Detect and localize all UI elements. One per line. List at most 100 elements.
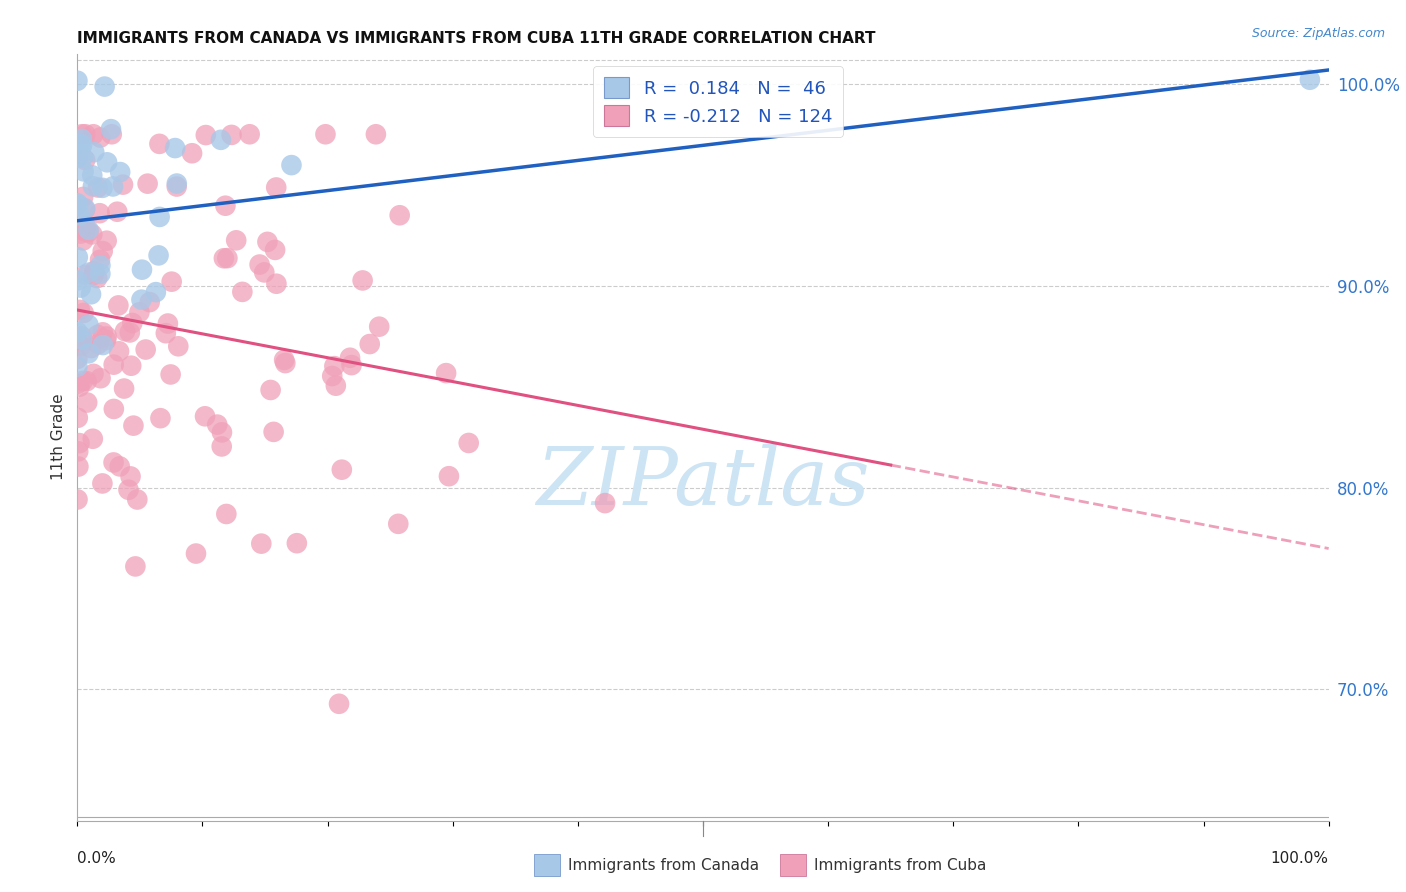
Point xyxy=(66,333,89,347)
Point xyxy=(94,333,117,347)
Point xyxy=(69,227,91,241)
Point xyxy=(75,268,97,282)
Point xyxy=(66,351,89,366)
Point xyxy=(66,492,89,507)
Point xyxy=(76,374,98,388)
Point xyxy=(165,141,187,155)
Point xyxy=(77,225,100,239)
Point xyxy=(83,264,105,278)
Point xyxy=(100,128,122,142)
Point xyxy=(89,252,111,267)
Point xyxy=(82,179,104,194)
Point xyxy=(120,469,142,483)
Point xyxy=(66,325,89,339)
Point xyxy=(72,190,94,204)
Point xyxy=(89,206,111,220)
Point xyxy=(66,198,89,212)
Point xyxy=(77,318,100,332)
Point xyxy=(77,346,100,360)
Point xyxy=(75,202,97,216)
Legend: R =  0.184   N =  46, R = -0.212   N = 124: R = 0.184 N = 46, R = -0.212 N = 124 xyxy=(593,66,844,137)
Point xyxy=(91,326,114,340)
Point xyxy=(69,339,91,353)
Point xyxy=(91,244,114,259)
Point xyxy=(328,697,350,711)
Point xyxy=(135,343,157,357)
Point xyxy=(149,210,172,224)
Point xyxy=(112,382,135,396)
Point xyxy=(103,401,125,416)
Point xyxy=(214,199,236,213)
Point xyxy=(149,411,172,425)
Point xyxy=(264,180,287,194)
Point xyxy=(194,409,217,424)
Point xyxy=(90,371,112,385)
Point xyxy=(340,358,363,372)
Point xyxy=(103,358,125,372)
Point xyxy=(148,248,170,262)
Point xyxy=(253,265,276,279)
Point xyxy=(321,369,343,384)
Point xyxy=(166,179,188,194)
Point xyxy=(82,169,104,183)
Point xyxy=(107,298,129,312)
Point xyxy=(75,153,97,167)
Point xyxy=(87,180,110,194)
Point xyxy=(368,319,391,334)
Point xyxy=(91,338,114,352)
Point xyxy=(122,418,145,433)
Point xyxy=(108,459,131,474)
Point xyxy=(339,351,361,365)
Point xyxy=(105,204,128,219)
Point xyxy=(166,177,188,191)
Point xyxy=(66,142,89,156)
Point xyxy=(66,410,89,425)
Y-axis label: 11th Grade: 11th Grade xyxy=(51,393,66,481)
Point xyxy=(273,352,295,367)
Point xyxy=(117,483,139,497)
Text: Immigrants from Cuba: Immigrants from Cuba xyxy=(814,858,987,872)
Point xyxy=(66,359,89,374)
Point xyxy=(70,138,93,153)
Point xyxy=(194,128,217,142)
Point xyxy=(131,262,153,277)
Point xyxy=(159,368,181,382)
Point xyxy=(89,267,111,281)
Point xyxy=(91,476,114,491)
Point xyxy=(120,359,142,373)
Point xyxy=(72,150,94,164)
Point xyxy=(263,425,285,439)
Point xyxy=(388,208,411,222)
Point xyxy=(259,383,281,397)
Point xyxy=(101,179,124,194)
Point xyxy=(86,327,108,342)
Point xyxy=(96,234,118,248)
Point xyxy=(250,536,273,550)
Point xyxy=(70,329,93,343)
Point xyxy=(156,317,179,331)
Point xyxy=(76,395,98,409)
Point xyxy=(69,137,91,152)
Point xyxy=(75,128,97,142)
Point xyxy=(82,432,104,446)
Point xyxy=(69,280,91,294)
Point xyxy=(136,177,159,191)
Point xyxy=(77,223,100,237)
Point xyxy=(212,252,235,266)
Point xyxy=(72,234,94,248)
Point xyxy=(352,273,374,287)
Point xyxy=(70,333,93,347)
Point xyxy=(266,277,288,291)
Point xyxy=(124,559,146,574)
Point xyxy=(387,516,409,531)
Point xyxy=(138,295,160,310)
Text: Immigrants from Canada: Immigrants from Canada xyxy=(568,858,759,872)
Point xyxy=(215,507,238,521)
Point xyxy=(274,356,297,370)
Point xyxy=(86,271,108,285)
Point xyxy=(103,455,125,469)
Point xyxy=(89,259,111,273)
Text: IMMIGRANTS FROM CANADA VS IMMIGRANTS FROM CUBA 11TH GRADE CORRELATION CHART: IMMIGRANTS FROM CANADA VS IMMIGRANTS FRO… xyxy=(77,31,876,46)
Point xyxy=(127,492,149,507)
Point xyxy=(314,128,336,142)
